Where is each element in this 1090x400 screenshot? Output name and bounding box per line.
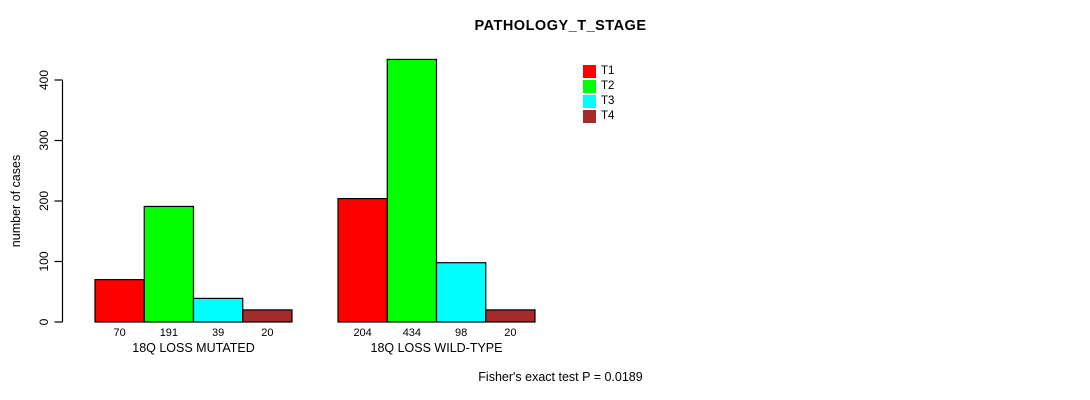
legend-item-t2: T2 — [583, 79, 614, 94]
group-category-label: 18Q LOSS WILD-TYPE — [371, 341, 503, 355]
legend-item-t4: T4 — [583, 109, 614, 124]
y-tick-label: 0 — [37, 318, 51, 325]
y-tick-label: 200 — [37, 191, 51, 211]
bar-value-label: 434 — [403, 327, 421, 339]
bar-t3-group2 — [435, 262, 487, 323]
bar-value-label: 20 — [261, 327, 273, 339]
bar-t2-group1 — [143, 205, 195, 323]
bar-t2-group2 — [386, 58, 438, 323]
legend: T1 T2 T3 T4 — [583, 64, 614, 124]
bar-value-label: 204 — [353, 327, 371, 339]
bar-t1-group1 — [94, 279, 145, 323]
y-tick-label: 400 — [37, 70, 51, 90]
bar-value-label: 20 — [504, 327, 516, 339]
bar-t1-group2 — [337, 197, 388, 323]
bar-value-label: 98 — [455, 327, 467, 339]
legend-item-t1: T1 — [583, 64, 614, 79]
chart-title: PATHOLOGY_T_STAGE — [474, 18, 647, 34]
bar-t3-group1 — [192, 297, 244, 323]
legend-swatch-t2-icon — [583, 80, 596, 93]
legend-item-t3: T3 — [583, 94, 614, 109]
legend-swatch-t1-icon — [583, 65, 596, 78]
legend-label-t4: T4 — [601, 110, 615, 122]
legend-swatch-t4-icon — [583, 110, 596, 123]
pvalue-footnote: Fisher's exact test P = 0.0189 — [478, 370, 643, 384]
y-axis-title: number of cases — [9, 155, 23, 247]
y-tick-label: 300 — [37, 130, 51, 150]
legend-label-t2: T2 — [601, 80, 615, 92]
bar-value-label: 39 — [212, 327, 224, 339]
legend-label-t1: T1 — [601, 65, 615, 77]
legend-swatch-t3-icon — [583, 95, 596, 108]
bar-value-label: 70 — [114, 327, 126, 339]
group-category-label: 18Q LOSS MUTATED — [132, 341, 254, 355]
bar-t4-group1 — [242, 309, 293, 323]
bar-value-label: 191 — [160, 327, 178, 339]
y-tick-label: 100 — [37, 251, 51, 271]
legend-label-t3: T3 — [601, 95, 615, 107]
bar-t4-group2 — [485, 309, 536, 323]
